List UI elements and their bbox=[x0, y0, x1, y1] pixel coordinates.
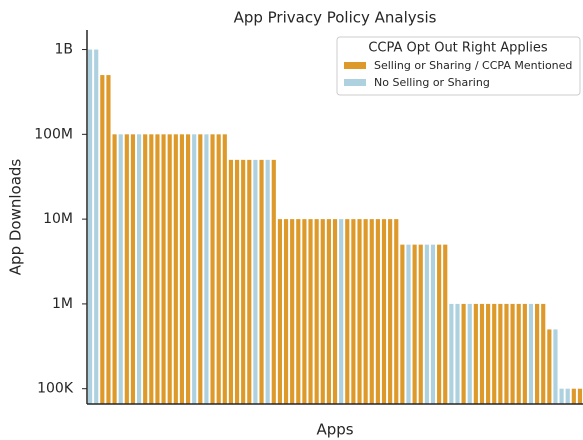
bar bbox=[320, 219, 325, 404]
bar bbox=[296, 219, 301, 404]
bar bbox=[510, 303, 515, 404]
bar bbox=[345, 219, 350, 404]
bar bbox=[179, 134, 185, 404]
bar bbox=[449, 303, 454, 404]
bar bbox=[326, 219, 331, 404]
bar bbox=[571, 388, 576, 404]
bar bbox=[265, 159, 270, 404]
bar bbox=[479, 303, 485, 404]
bar bbox=[418, 244, 423, 404]
bar bbox=[547, 329, 552, 404]
bar bbox=[124, 134, 129, 404]
bar bbox=[388, 219, 393, 404]
bar bbox=[363, 219, 368, 404]
bar bbox=[541, 303, 546, 404]
bar bbox=[381, 219, 387, 404]
bar bbox=[339, 219, 344, 404]
bar bbox=[424, 244, 429, 404]
bar bbox=[553, 329, 558, 404]
bar bbox=[283, 219, 289, 404]
bar bbox=[192, 134, 197, 404]
bar bbox=[118, 134, 123, 404]
bar bbox=[247, 159, 252, 404]
bar bbox=[577, 388, 583, 404]
bar bbox=[528, 303, 534, 404]
legend-label: No Selling or Sharing bbox=[374, 76, 490, 89]
bar bbox=[271, 159, 276, 404]
bar bbox=[314, 219, 319, 404]
bar bbox=[406, 244, 411, 404]
y-tick-label: 1B bbox=[54, 42, 73, 58]
bar bbox=[106, 75, 111, 404]
bar bbox=[565, 388, 570, 404]
bar bbox=[369, 219, 374, 404]
bar bbox=[241, 159, 246, 404]
bar bbox=[234, 159, 240, 404]
legend-label: Selling or Sharing / CCPA Mentioned bbox=[374, 59, 572, 72]
bar bbox=[302, 219, 307, 404]
bar bbox=[290, 219, 295, 404]
bar bbox=[351, 219, 356, 404]
bar bbox=[492, 303, 497, 404]
bar bbox=[461, 303, 466, 404]
bar bbox=[400, 244, 405, 404]
bar bbox=[473, 303, 478, 404]
bar bbox=[559, 388, 564, 404]
bar bbox=[222, 134, 227, 404]
bar bbox=[504, 303, 509, 404]
y-tick-label: 10M bbox=[43, 211, 73, 227]
bar bbox=[143, 134, 148, 404]
legend-swatch bbox=[344, 79, 366, 86]
bar bbox=[161, 134, 166, 404]
bar bbox=[455, 303, 460, 404]
bar bbox=[412, 244, 417, 404]
y-tick-label: 100M bbox=[34, 126, 73, 142]
y-tick-label: 1M bbox=[52, 296, 73, 312]
x-axis-label: Apps bbox=[316, 421, 353, 439]
bar bbox=[198, 134, 203, 404]
bar bbox=[357, 219, 362, 404]
bar bbox=[130, 134, 136, 404]
bar bbox=[88, 49, 93, 404]
bar bbox=[430, 244, 436, 404]
bar bbox=[167, 134, 172, 404]
bar bbox=[185, 134, 191, 404]
bar bbox=[259, 159, 264, 404]
bar bbox=[394, 219, 399, 404]
bar bbox=[535, 303, 540, 404]
bar bbox=[332, 219, 338, 404]
bar bbox=[94, 49, 99, 404]
bar bbox=[112, 134, 117, 404]
bar bbox=[100, 75, 105, 404]
legend-box bbox=[336, 36, 581, 96]
bar bbox=[522, 303, 527, 404]
bar bbox=[308, 219, 313, 404]
bar bbox=[136, 134, 142, 404]
bar bbox=[155, 134, 160, 404]
bar bbox=[210, 134, 215, 404]
bar bbox=[467, 303, 472, 404]
bar bbox=[486, 303, 491, 404]
bar bbox=[253, 159, 258, 404]
bar bbox=[498, 303, 503, 404]
bar bbox=[277, 219, 282, 404]
bar bbox=[149, 134, 154, 404]
chart-title: App Privacy Policy Analysis bbox=[234, 9, 437, 27]
bar bbox=[216, 134, 221, 404]
bar bbox=[173, 134, 178, 404]
bar bbox=[375, 219, 380, 404]
bar bbox=[228, 159, 234, 404]
bar bbox=[204, 134, 209, 404]
bar bbox=[443, 244, 448, 404]
y-axis-label: App Downloads bbox=[7, 159, 25, 276]
y-tick-label: 100K bbox=[37, 381, 74, 397]
bar bbox=[437, 244, 442, 404]
legend-swatch bbox=[344, 62, 366, 69]
legend-title: CCPA Opt Out Right Applies bbox=[368, 41, 548, 56]
bar bbox=[516, 303, 521, 404]
